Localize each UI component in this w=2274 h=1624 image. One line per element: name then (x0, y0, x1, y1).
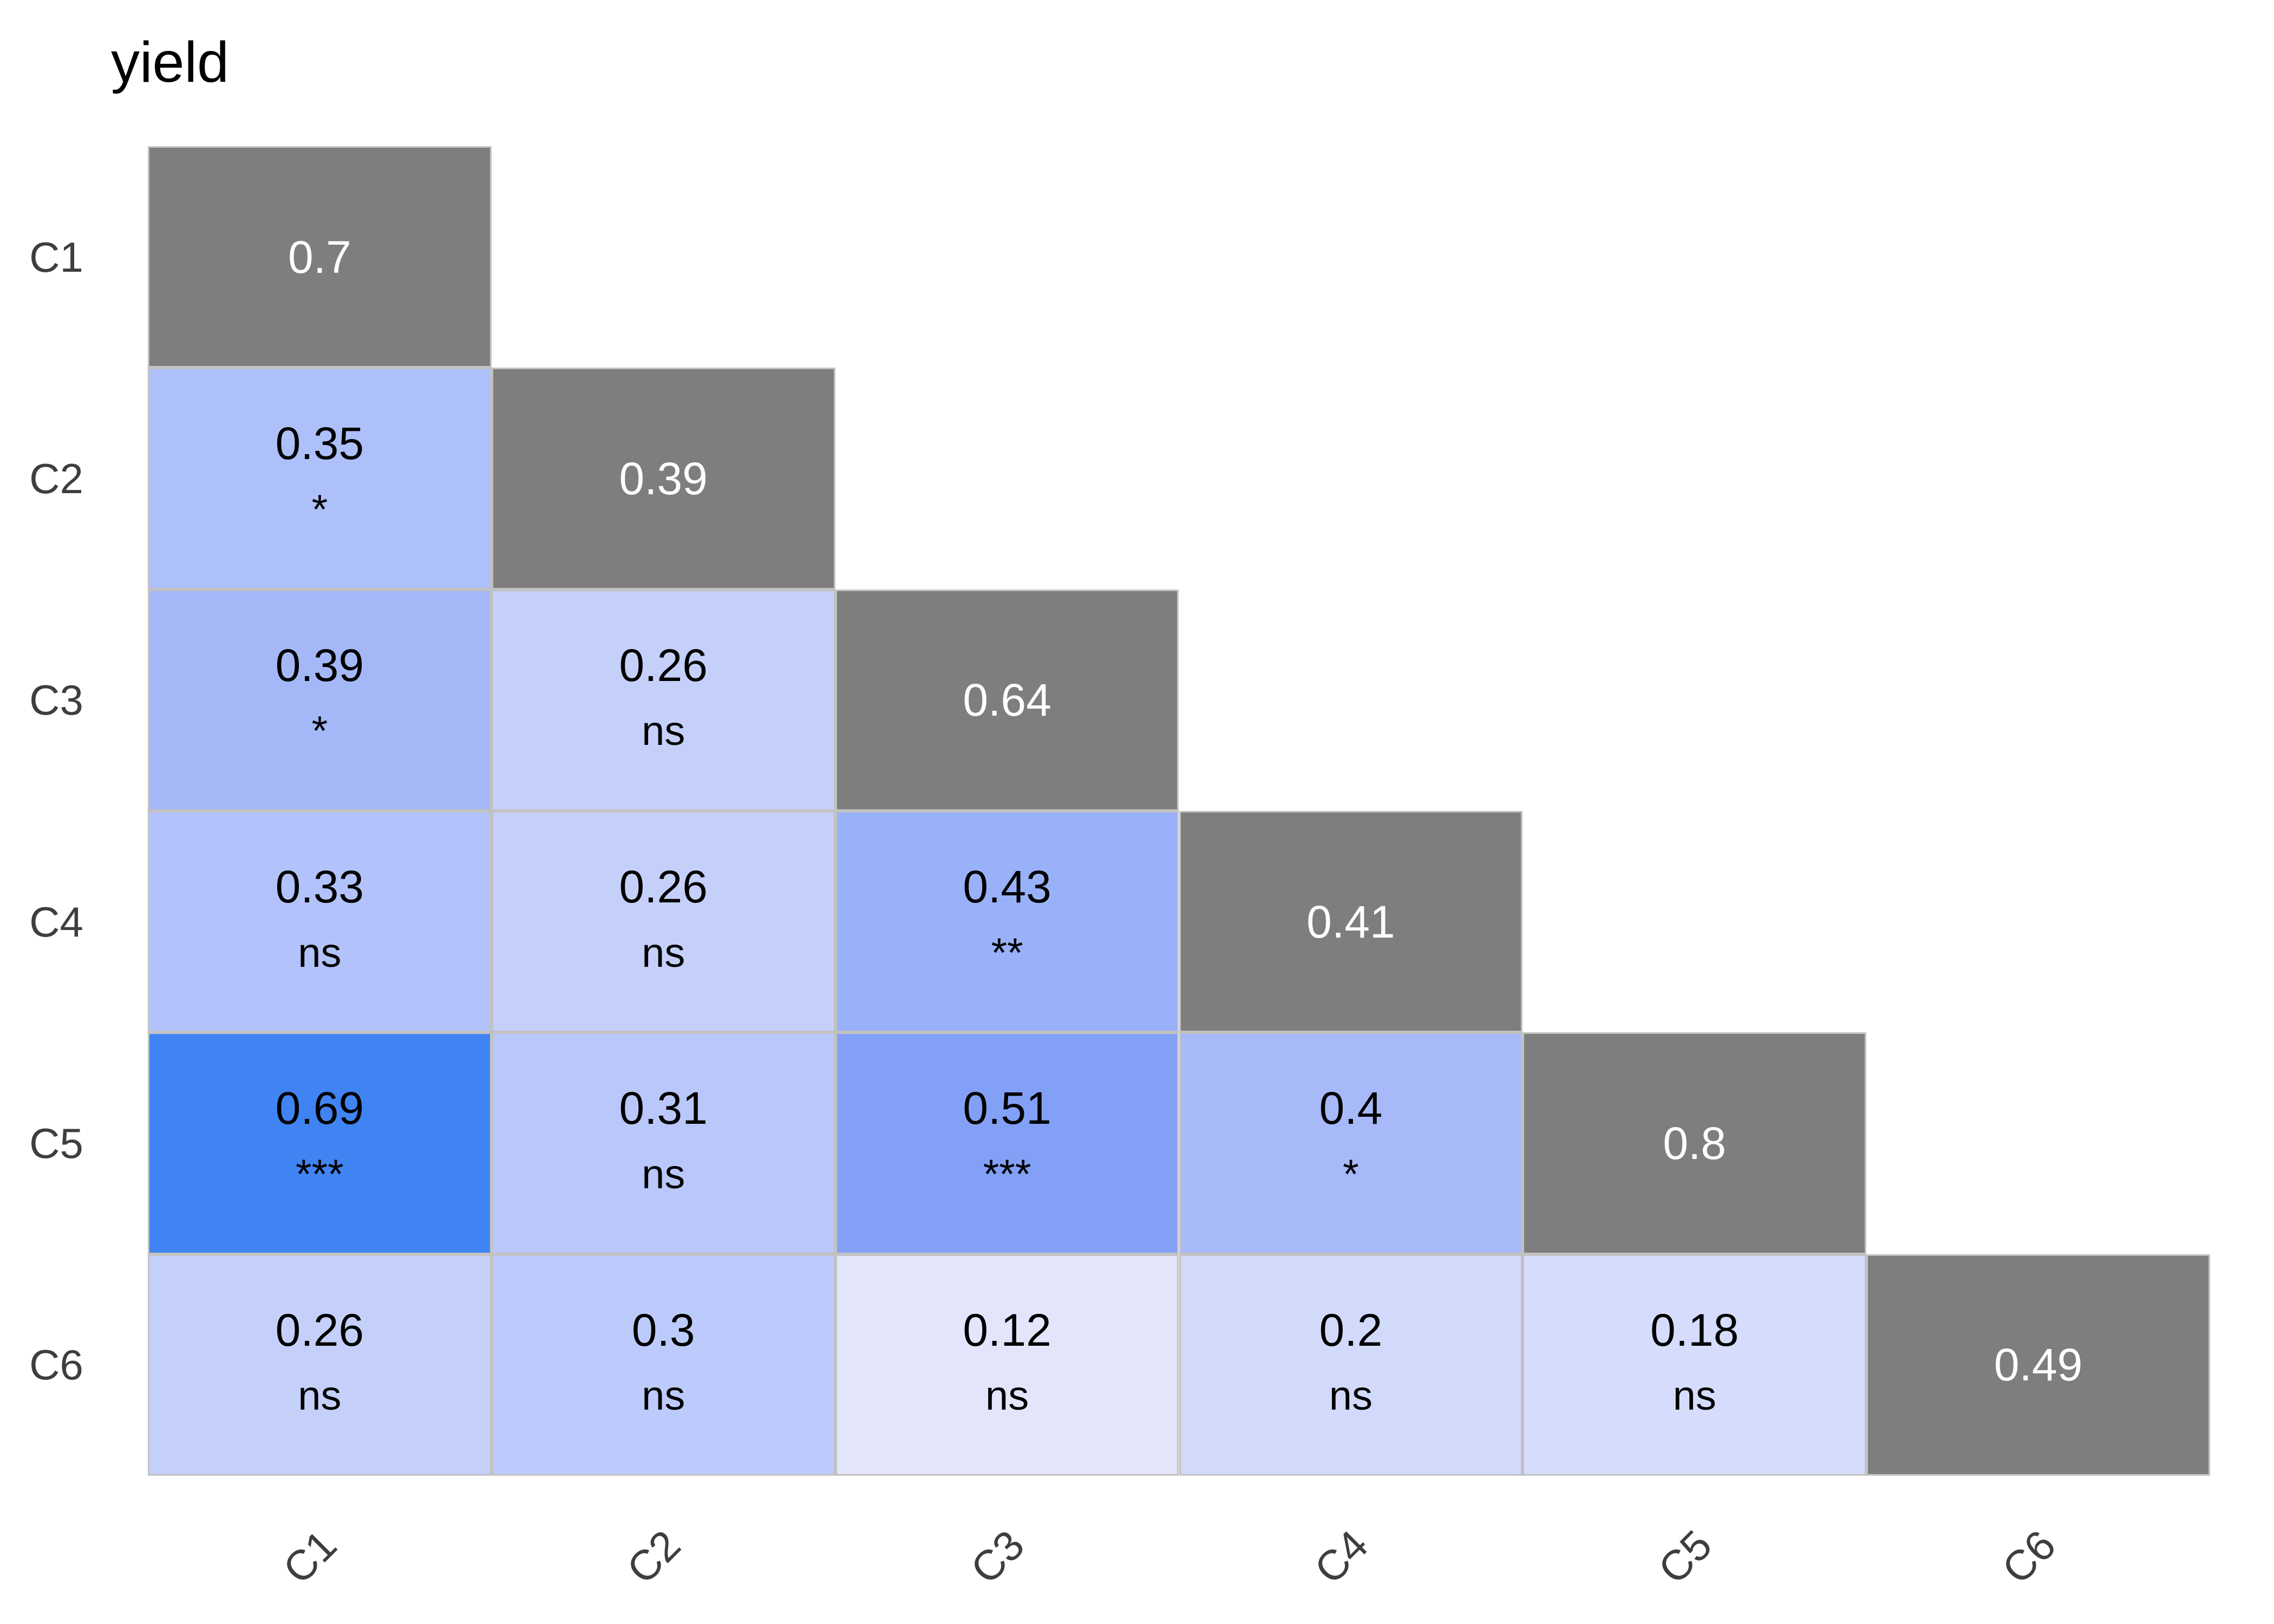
matrix-cell: 0.2 ns (1179, 1254, 1523, 1476)
cell-value: 0.39 (275, 639, 364, 691)
y-axis-label: C2 (29, 455, 83, 502)
x-axis-label: C3 (961, 1521, 1034, 1593)
matrix-cell: 0.7 (148, 146, 492, 368)
cell-significance-label: * (1343, 1151, 1359, 1198)
cell-significance-label: * (311, 487, 328, 533)
cell-significance-label: ns (1329, 1373, 1373, 1419)
cell-value: 0.7 (288, 231, 351, 283)
matrix-cell: 0.51 *** (835, 1032, 1179, 1254)
cell-value: 0.33 (275, 861, 364, 913)
x-axis-label: C5 (1649, 1521, 1721, 1593)
matrix-cell: 0.39 (491, 368, 835, 590)
cell-value: 0.43 (963, 861, 1051, 913)
cell-value: 0.69 (275, 1083, 364, 1134)
matrix-cell: 0.26 ns (491, 811, 835, 1033)
x-axis-label: C4 (1305, 1521, 1377, 1593)
x-axis-label: C2 (617, 1521, 690, 1593)
matrix-cell: 0.4 * (1179, 1032, 1523, 1254)
matrix-cell: 0.69 *** (148, 1032, 492, 1254)
matrix-cell: 0.35 * (148, 368, 492, 590)
matrix-cell: 0.64 (835, 589, 1179, 811)
cell-value: 0.35 (275, 418, 364, 469)
cell-value: 0.8 (1663, 1117, 1727, 1169)
y-axis-label: C5 (29, 1119, 83, 1167)
matrix-cell: 0.12 ns (835, 1254, 1179, 1476)
matrix-cell: 0.8 (1522, 1032, 1867, 1254)
matrix-cell: 0.26 ns (491, 589, 835, 811)
cell-value: 0.49 (1994, 1339, 2083, 1391)
cell-significance-label: ns (642, 708, 685, 755)
cell-value: 0.51 (963, 1083, 1051, 1134)
cell-value: 0.12 (963, 1304, 1051, 1355)
cell-value: 0.4 (1319, 1083, 1383, 1134)
cell-value: 0.26 (275, 1304, 364, 1355)
cell-significance-label: ns (298, 929, 342, 976)
matrix-cell: 0.39 * (148, 589, 492, 811)
cell-significance-label: * (311, 708, 328, 755)
cell-significance-label: *** (983, 1151, 1031, 1198)
cell-value: 0.18 (1650, 1304, 1739, 1355)
cell-value: 0.3 (631, 1304, 695, 1355)
y-axis-label: C4 (29, 898, 83, 946)
matrix-cell: 0.43 ** (835, 811, 1179, 1033)
cell-value: 0.64 (963, 675, 1051, 726)
y-axis-label: C6 (29, 1341, 83, 1389)
cell-significance-label: ns (642, 929, 685, 976)
cell-significance-label: ns (642, 1151, 685, 1198)
x-axis-label: C1 (274, 1521, 346, 1593)
matrix-cell: 0.41 (1179, 811, 1523, 1033)
cell-value: 0.31 (619, 1083, 708, 1134)
chart-title: yield (111, 30, 230, 94)
cell-significance-label: *** (296, 1151, 344, 1198)
cell-significance-label: ns (642, 1373, 685, 1419)
cell-significance-label: ** (991, 929, 1023, 976)
cell-significance-label: ns (985, 1373, 1029, 1419)
matrix-cell: 0.26 ns (148, 1254, 492, 1476)
matrix-cell: 0.31 ns (491, 1032, 835, 1254)
cell-value: 0.26 (619, 639, 708, 691)
matrix-cell: 0.18 ns (1522, 1254, 1867, 1476)
matrix-cell: 0.3 ns (491, 1254, 835, 1476)
cell-significance-label: ns (298, 1373, 342, 1419)
matrix-cell: 0.33 ns (148, 811, 492, 1033)
matrix-cell: 0.49 (1866, 1254, 2210, 1476)
cell-value: 0.39 (619, 453, 708, 504)
cell-significance-label: ns (1672, 1373, 1716, 1419)
y-axis-label: C3 (29, 676, 83, 724)
cell-value: 0.26 (619, 861, 708, 913)
cell-value: 0.2 (1319, 1304, 1383, 1355)
x-axis-label: C6 (1992, 1521, 2064, 1593)
cell-value: 0.41 (1306, 896, 1395, 947)
y-axis-label: C1 (29, 233, 83, 281)
